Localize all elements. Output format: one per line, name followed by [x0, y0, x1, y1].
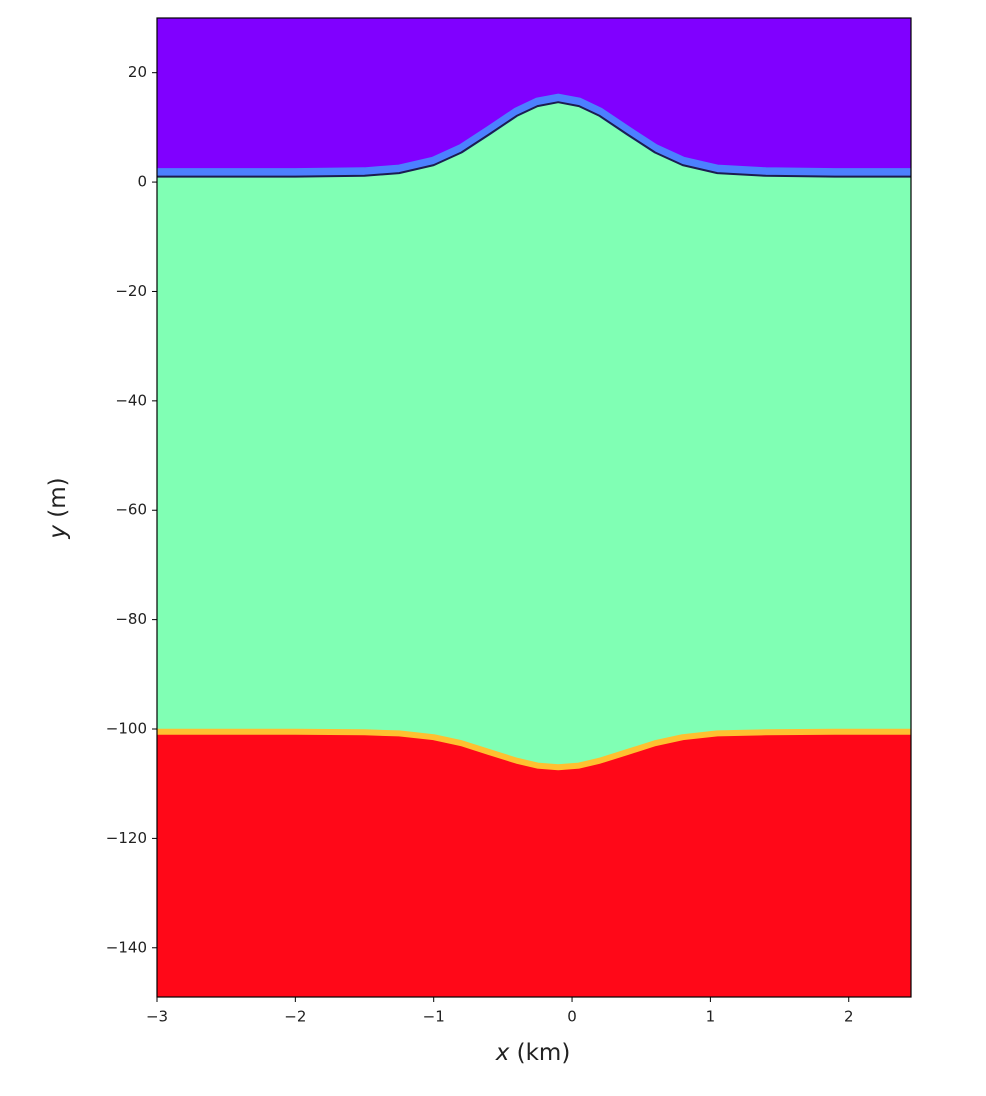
y-tick-label: −60	[115, 501, 147, 519]
x-tick-label: 2	[844, 1008, 854, 1026]
x-unit: (km)	[517, 1040, 571, 1066]
y-tick-label: −20	[115, 282, 147, 300]
y-symbol: y	[45, 525, 71, 540]
y-unit: (m)	[45, 477, 71, 517]
y-tick-label: −40	[115, 391, 147, 409]
plot-area	[157, 18, 911, 997]
bed-interface	[157, 728, 911, 771]
x-tick-label: 0	[567, 1008, 577, 1026]
ground-layer	[157, 731, 911, 997]
y-tick-label: −140	[106, 938, 147, 956]
y-tick-label: 0	[137, 173, 147, 191]
x-tick-label: −3	[146, 1008, 168, 1026]
axes-frame	[156, 17, 912, 998]
x-tick-label: −1	[423, 1008, 445, 1026]
x-tick-label: −2	[284, 1008, 306, 1026]
y-tick-label: −120	[106, 829, 147, 847]
surface-line	[157, 101, 911, 178]
x-axis-label: x (km)	[495, 1040, 571, 1066]
y-tick-label: −100	[106, 720, 147, 738]
surface-band	[157, 93, 911, 178]
y-tick-label: 20	[128, 63, 147, 81]
x-symbol: x	[495, 1040, 510, 1066]
x-tick-label: 1	[706, 1008, 716, 1026]
y-tick-label: −80	[115, 610, 147, 628]
y-axis-label: y (m)	[45, 477, 71, 539]
